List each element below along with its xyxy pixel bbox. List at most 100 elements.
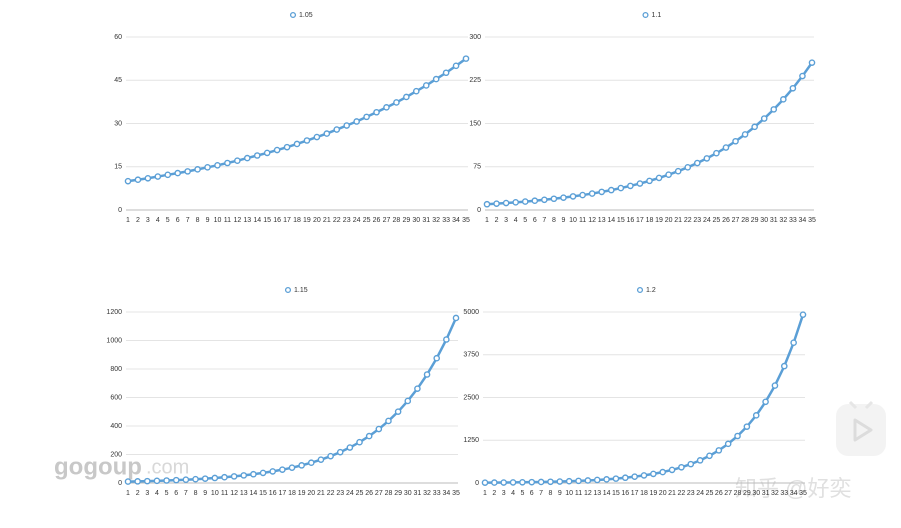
data-point (432, 75, 440, 83)
data-point (293, 140, 301, 148)
data-point (789, 84, 797, 92)
x-tick-label: 15 (263, 217, 271, 224)
data-point (770, 106, 778, 113)
data-point (512, 199, 519, 206)
x-tick-label: 27 (732, 217, 740, 224)
x-tick-label: 17 (631, 490, 639, 497)
x-tick-label: 3 (504, 217, 508, 224)
data-point (452, 314, 460, 322)
data-point (343, 122, 351, 129)
data-point (483, 200, 491, 208)
data-point (509, 479, 517, 486)
x-tick-label: 14 (607, 217, 615, 224)
data-point (799, 311, 807, 318)
watermark: 知乎 @好奕 (735, 476, 851, 501)
data-point (579, 191, 586, 199)
x-tick-label: 12 (230, 490, 238, 497)
data-point (713, 149, 720, 157)
data-point (153, 477, 161, 485)
play-icon[interactable] (836, 400, 886, 456)
watermark: gogoup (54, 453, 142, 480)
data-point (452, 62, 460, 70)
data-point (631, 473, 638, 480)
data-point (211, 474, 219, 482)
data-point (273, 146, 281, 154)
data-point (385, 417, 392, 425)
x-tick-label: 1 (483, 490, 487, 497)
data-point (253, 152, 261, 159)
x-tick-label: 14 (603, 490, 611, 497)
data-point (412, 87, 420, 95)
x-tick-label: 2 (136, 490, 140, 497)
data-point (333, 126, 341, 133)
legend-marker (289, 11, 297, 19)
data-point (687, 460, 695, 468)
data-point (313, 133, 321, 141)
y-tick-label: 1250 (463, 437, 479, 444)
data-point (752, 412, 760, 419)
data-point (204, 164, 211, 171)
data-point (124, 177, 132, 185)
data-point (751, 123, 758, 131)
data-point (684, 164, 692, 171)
x-tick-label: 22 (327, 490, 335, 497)
data-point (164, 171, 172, 179)
data-point (201, 475, 209, 482)
data-point (481, 479, 489, 486)
x-tick-label: 8 (552, 217, 556, 224)
x-tick-label: 13 (593, 490, 601, 497)
data-point (234, 157, 241, 164)
data-point (621, 474, 629, 482)
data-point (403, 93, 410, 101)
data-point (279, 466, 286, 473)
x-tick-label: 29 (743, 490, 751, 497)
data-point (593, 476, 601, 484)
x-tick-label: 17 (283, 217, 291, 224)
data-point (433, 354, 441, 362)
data-point (674, 167, 682, 175)
x-tick-label: 28 (741, 217, 749, 224)
y-tick-label: 45 (114, 77, 122, 84)
x-tick-label: 6 (174, 490, 178, 497)
data-point (617, 184, 625, 192)
data-point (259, 469, 267, 477)
y-tick-label: 0 (118, 480, 122, 487)
x-tick-label: 4 (511, 490, 515, 497)
data-point (491, 479, 498, 486)
x-tick-label: 12 (233, 217, 241, 224)
data-point (172, 476, 180, 484)
data-point (263, 149, 271, 157)
data-point (665, 171, 672, 179)
y-tick-label: 800 (110, 366, 122, 373)
x-tick-label: 22 (678, 490, 686, 497)
x-tick-label: 31 (422, 217, 430, 224)
x-tick-label: 22 (684, 217, 692, 224)
data-point (240, 472, 248, 479)
x-tick-label: 10 (569, 217, 577, 224)
x-tick-label: 10 (565, 490, 573, 497)
data-point (375, 425, 383, 433)
data-point (182, 476, 190, 484)
legend-marker (284, 286, 292, 294)
x-tick-label: 32 (432, 217, 440, 224)
x-tick-label: 28 (385, 490, 393, 497)
data-point (393, 99, 400, 106)
x-tick-label: 33 (442, 217, 450, 224)
x-tick-label: 16 (626, 217, 634, 224)
data-point (668, 466, 676, 474)
x-tick-label: 5 (520, 490, 524, 497)
data-point (715, 447, 723, 454)
x-tick-label: 18 (288, 490, 296, 497)
x-tick-label: 11 (579, 217, 586, 224)
data-point (762, 398, 769, 406)
x-tick-label: 33 (433, 490, 441, 497)
y-tick-label: 3750 (463, 352, 479, 359)
x-tick-label: 24 (696, 490, 704, 497)
x-tick-label: 29 (751, 217, 759, 224)
y-tick-label: 0 (477, 207, 481, 214)
data-point (230, 473, 238, 480)
y-tick-label: 1000 (106, 337, 122, 344)
data-point (353, 118, 360, 125)
